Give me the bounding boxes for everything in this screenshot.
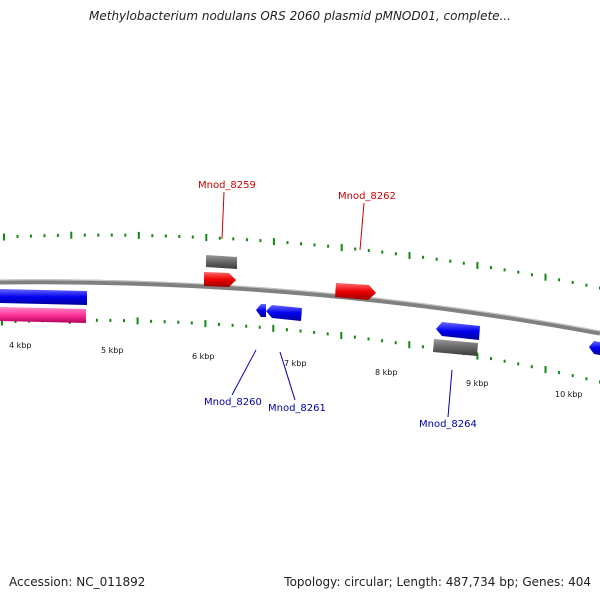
scale-label: 6 kbp [192,352,214,361]
leader-line [359,202,365,251]
leader-line [231,349,257,396]
plasmid-backbone [0,279,600,336]
scale-label: 10 kbp [555,390,583,399]
gene-features [0,255,600,356]
map-title: Methylobacterium nodulans ORS 2060 plasm… [89,9,511,23]
gene-label-mnod-8264[interactable]: Mnod_8264 [419,419,477,430]
scale-label: 7 kbp [284,359,306,368]
gene-arrow-forward-mnod-8262[interactable] [335,283,376,300]
gene-label-mnod-8260[interactable]: Mnod_8260 [204,397,262,408]
scale-label: 9 kbp [466,379,488,388]
inner-tick-row [1,316,600,384]
gene-arrow-reverse-mnod-8261[interactable] [266,305,302,321]
gene-arrow-reverse-mnod-8264[interactable] [436,322,480,340]
leader-line [221,191,225,240]
gene-label-leaders [221,191,453,418]
leader-line [279,351,296,401]
gene-block-gray[interactable] [206,255,237,269]
scale-label: 8 kbp [375,368,397,377]
scale-label: 4 kbp [9,341,31,350]
gene-label-mnod-8259[interactable]: Mnod_8259 [198,180,256,191]
leader-line [447,369,453,418]
scale-labels: 4 kbp 5 kbp 6 kbp 7 kbp 8 kbp 9 kbp 10 k… [9,341,583,399]
gene-labels: Mnod_8259 Mnod_8262 Mnod_8260 Mnod_8261 … [198,180,477,430]
gene-label-mnod-8262[interactable]: Mnod_8262 [338,191,396,202]
gene-arrow-reverse[interactable] [0,289,87,305]
rna-gene-block[interactable] [0,307,86,323]
gene-label-mnod-8261[interactable]: Mnod_8261 [268,403,326,414]
gene-arrow-forward-mnod-8259[interactable] [204,272,236,287]
gene-block-gray[interactable] [433,339,478,356]
gene-arrow-reverse-mnod-8260[interactable] [256,304,266,317]
scale-label: 5 kbp [101,346,123,355]
topology-text: Topology: circular; Length: 487,734 bp; … [284,575,591,589]
gene-arrow-reverse[interactable] [589,341,600,355]
plasmid-backbone-highlight [0,279,600,332]
outer-tick-row [3,231,600,290]
accession-text: Accession: NC_011892 [9,575,146,589]
